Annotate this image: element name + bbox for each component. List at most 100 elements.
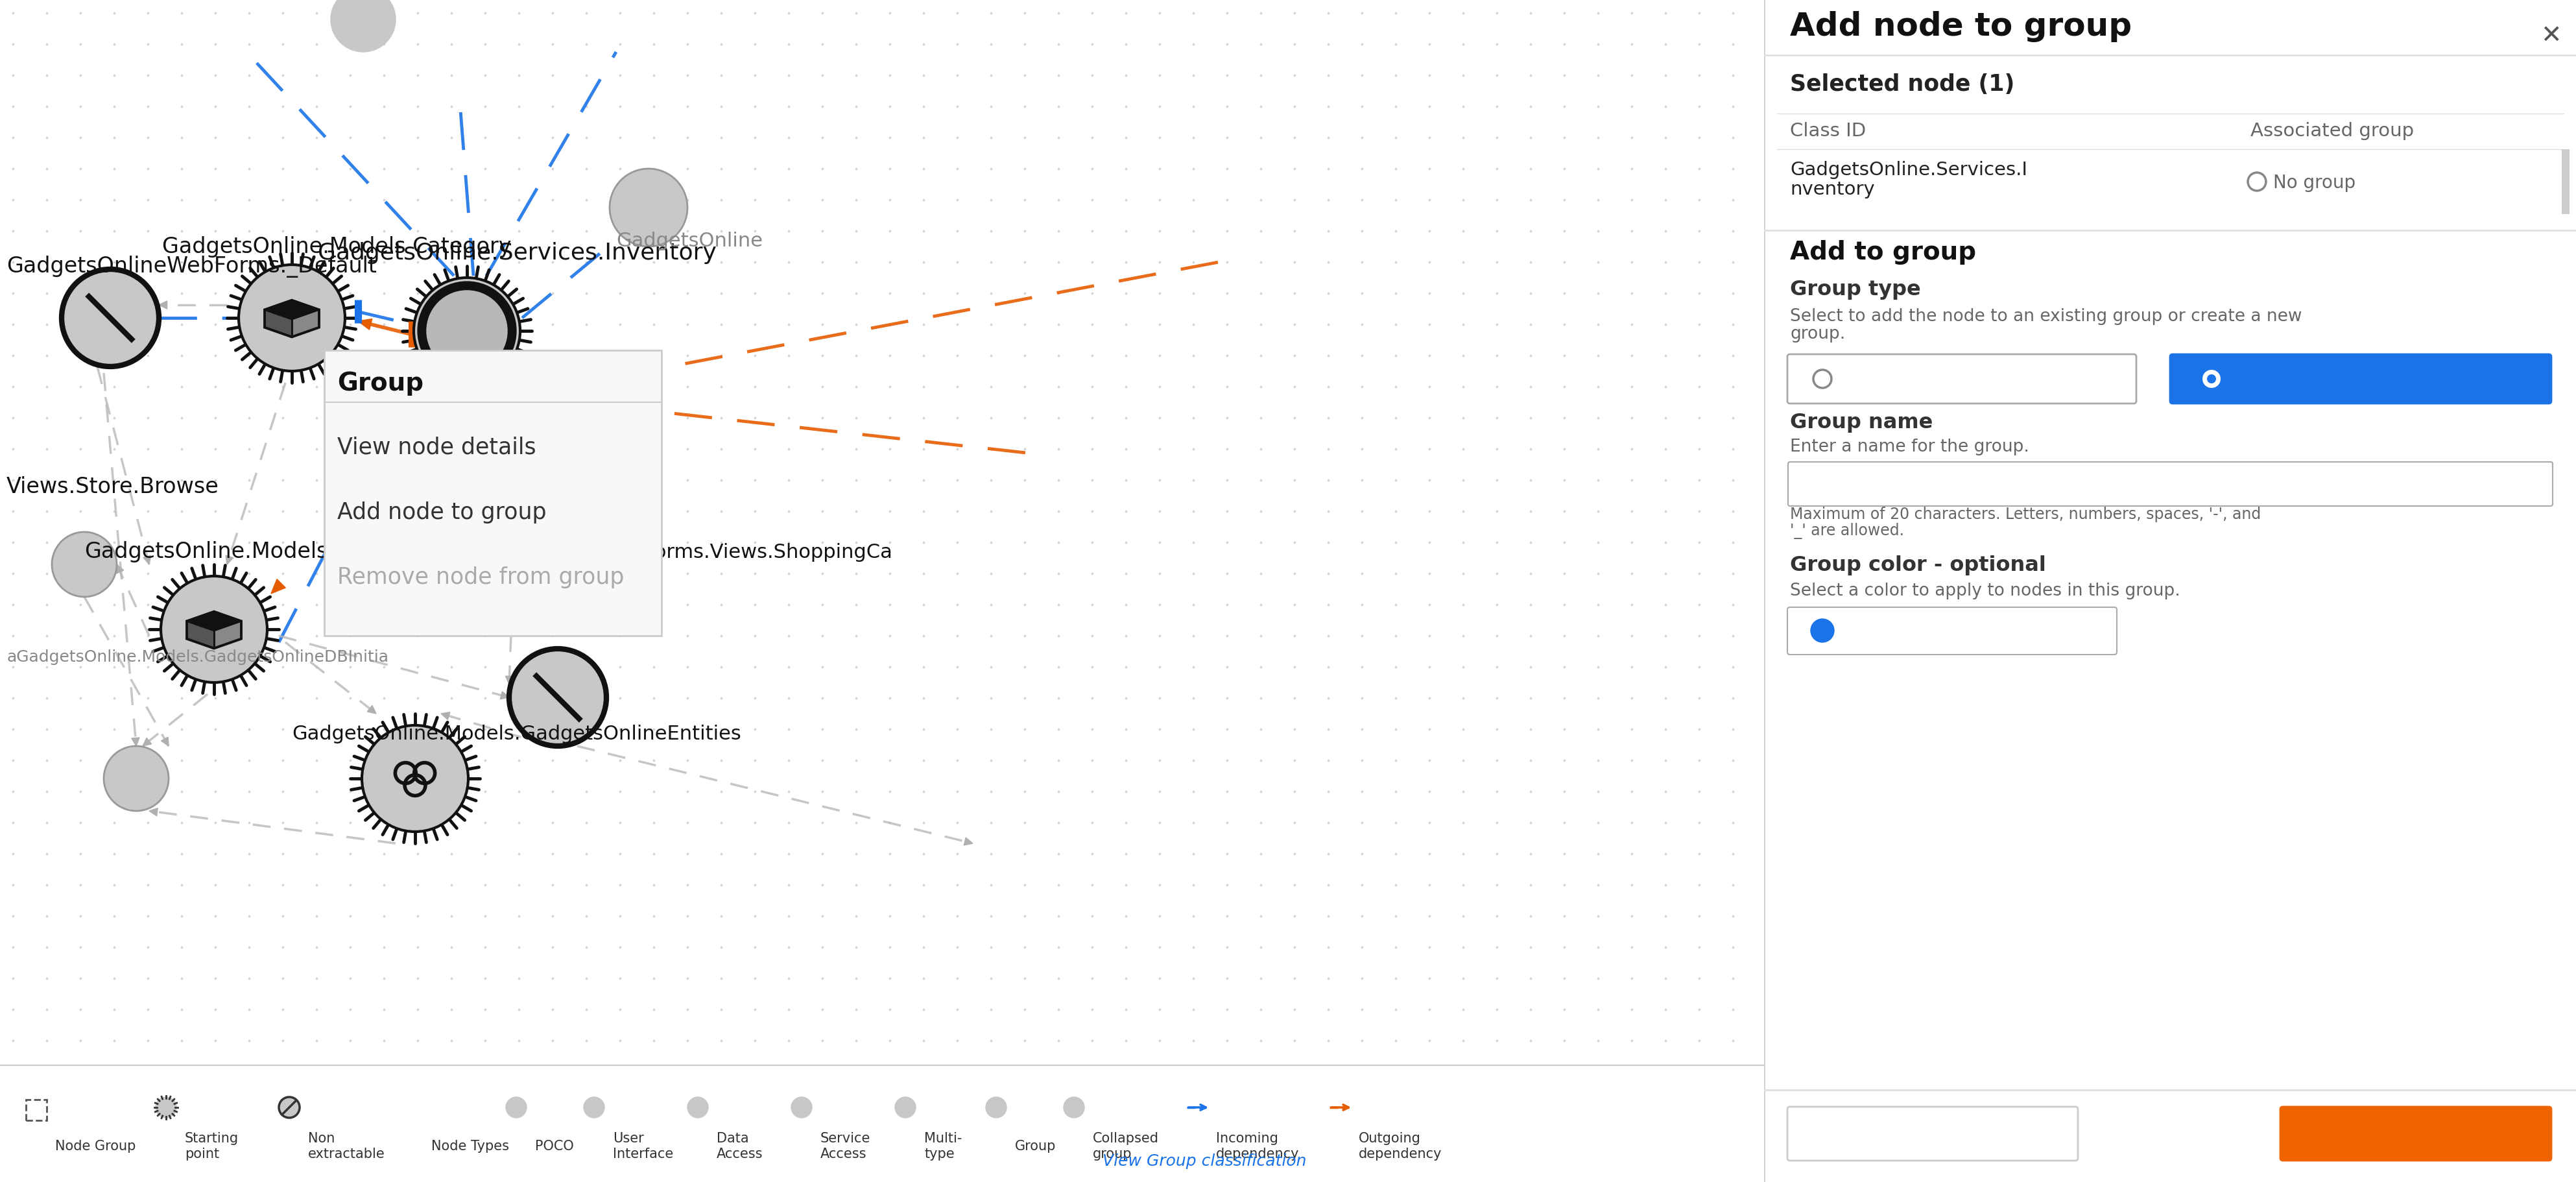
Text: Select a color to apply to nodes in this group.: Select a color to apply to nodes in this… bbox=[1790, 583, 2179, 599]
Polygon shape bbox=[291, 310, 319, 337]
Circle shape bbox=[103, 746, 167, 811]
Text: group.: group. bbox=[1790, 326, 1844, 343]
FancyBboxPatch shape bbox=[2280, 1106, 2550, 1161]
Circle shape bbox=[330, 0, 397, 52]
Polygon shape bbox=[368, 706, 376, 714]
Circle shape bbox=[2208, 375, 2215, 383]
Text: Group name: Group name bbox=[1790, 413, 1932, 433]
Text: Starting
point: Starting point bbox=[185, 1132, 240, 1161]
Circle shape bbox=[422, 286, 513, 376]
Circle shape bbox=[688, 1097, 708, 1118]
FancyBboxPatch shape bbox=[1788, 608, 2117, 655]
FancyBboxPatch shape bbox=[2169, 355, 2550, 403]
Circle shape bbox=[894, 1097, 914, 1118]
Polygon shape bbox=[162, 738, 167, 746]
Text: Remove node from group: Remove node from group bbox=[337, 566, 623, 589]
Text: Views.Store.Browse: Views.Store.Browse bbox=[8, 476, 219, 498]
Text: Select to add the node to an existing group or create a new: Select to add the node to an existing gr… bbox=[1790, 309, 2300, 325]
Polygon shape bbox=[505, 676, 513, 684]
Text: GadgetsOnline.Services.I: GadgetsOnline.Services.I bbox=[1790, 161, 2027, 178]
Text: Associated group: Associated group bbox=[2249, 122, 2414, 141]
Circle shape bbox=[160, 576, 268, 682]
Polygon shape bbox=[407, 363, 420, 376]
Circle shape bbox=[611, 169, 688, 247]
Text: ⌄: ⌄ bbox=[2071, 619, 2089, 642]
Text: GadgetsOnline.Services.Inventory: GadgetsOnline.Services.Inventory bbox=[317, 242, 716, 264]
Text: Maximum of 20 characters. Letters, numbers, spaces, '-', and: Maximum of 20 characters. Letters, numbe… bbox=[1790, 507, 2259, 522]
Polygon shape bbox=[227, 556, 234, 564]
Text: aGadgetsOnline.Models.GadgetsOnlineDBInitia: aGadgetsOnline.Models.GadgetsOnlineDBIni… bbox=[8, 649, 389, 665]
Text: Group color - optional: Group color - optional bbox=[1790, 556, 2045, 576]
Text: Non
extractable: Non extractable bbox=[309, 1132, 384, 1161]
Circle shape bbox=[240, 265, 345, 371]
Text: GadgetsOnline.Models.Product: GadgetsOnline.Models.Product bbox=[85, 541, 417, 563]
Text: Multi-
type: Multi- type bbox=[925, 1132, 961, 1161]
Circle shape bbox=[52, 532, 116, 597]
Circle shape bbox=[585, 1097, 605, 1118]
Circle shape bbox=[62, 269, 160, 366]
Polygon shape bbox=[265, 310, 291, 337]
Circle shape bbox=[510, 649, 605, 746]
Text: Service
Access: Service Access bbox=[819, 1132, 871, 1161]
Circle shape bbox=[1811, 619, 1834, 642]
Polygon shape bbox=[185, 611, 242, 631]
Text: GadgetsOnline.Models Category: GadgetsOnline.Models Category bbox=[162, 236, 510, 258]
Circle shape bbox=[987, 1097, 1007, 1118]
Polygon shape bbox=[963, 838, 974, 845]
Text: nventory: nventory bbox=[1790, 181, 1875, 199]
Circle shape bbox=[278, 1097, 299, 1118]
Circle shape bbox=[791, 1097, 811, 1118]
Text: Group: Group bbox=[337, 371, 422, 396]
Text: Add: Add bbox=[2391, 1123, 2439, 1144]
Polygon shape bbox=[358, 319, 371, 330]
Text: GadgetsOnlineWebForms.Views.ShoppingCa: GadgetsOnlineWebForms.Views.ShoppingCa bbox=[453, 543, 891, 561]
Text: GadgetsOnline: GadgetsOnline bbox=[616, 232, 762, 251]
Text: GadgetsOnlineWebForms._Default: GadgetsOnlineWebForms._Default bbox=[8, 255, 376, 278]
Text: Cancel: Cancel bbox=[1896, 1123, 1968, 1144]
Circle shape bbox=[1064, 1097, 1084, 1118]
Text: Class ID: Class ID bbox=[1790, 122, 1865, 141]
Circle shape bbox=[2202, 370, 2221, 388]
Text: Incoming
dependency: Incoming dependency bbox=[1216, 1132, 1298, 1161]
FancyBboxPatch shape bbox=[1788, 1106, 2076, 1161]
Text: Existing: Existing bbox=[1839, 371, 1919, 390]
Polygon shape bbox=[131, 738, 139, 746]
Polygon shape bbox=[142, 738, 152, 746]
Circle shape bbox=[505, 1097, 526, 1118]
Text: User
Interface: User Interface bbox=[613, 1132, 672, 1161]
Text: View node details: View node details bbox=[337, 436, 536, 459]
Text: POCO: POCO bbox=[536, 1139, 574, 1152]
Text: Selected node (1): Selected node (1) bbox=[1790, 73, 2014, 96]
Text: Group type: Group type bbox=[1790, 280, 1919, 300]
Text: Outgoing
dependency: Outgoing dependency bbox=[1358, 1132, 1443, 1161]
Text: Enter a name for the group.: Enter a name for the group. bbox=[1790, 439, 2030, 455]
Polygon shape bbox=[185, 621, 214, 649]
Text: Collapsed
group: Collapsed group bbox=[1092, 1132, 1159, 1161]
Polygon shape bbox=[433, 382, 443, 396]
Polygon shape bbox=[270, 579, 286, 593]
Text: Node Types: Node Types bbox=[430, 1139, 510, 1152]
Circle shape bbox=[155, 1097, 175, 1118]
Polygon shape bbox=[144, 556, 152, 564]
Text: GadgetsOnline.Models.GadgetsOnlineEntities: GadgetsOnline.Models.GadgetsOnlineEntiti… bbox=[291, 725, 742, 743]
Text: '_' are allowed.: '_' are allowed. bbox=[1790, 522, 1904, 539]
Text: ✕: ✕ bbox=[2540, 24, 2561, 48]
FancyBboxPatch shape bbox=[1788, 355, 2136, 403]
Text: Create new: Create new bbox=[2228, 371, 2342, 390]
Polygon shape bbox=[265, 300, 319, 319]
Text: Inventory Group: Inventory Group bbox=[1801, 474, 1963, 493]
Polygon shape bbox=[149, 808, 157, 816]
Text: No group: No group bbox=[2272, 174, 2354, 191]
Polygon shape bbox=[474, 387, 484, 401]
Circle shape bbox=[415, 278, 520, 384]
Text: Add node to group: Add node to group bbox=[337, 501, 546, 524]
Text: Node Group: Node Group bbox=[54, 1139, 137, 1152]
Text: Add to group: Add to group bbox=[1790, 240, 1976, 265]
Text: Data
Access: Data Access bbox=[716, 1132, 762, 1161]
Text: View Group classification: View Group classification bbox=[1103, 1154, 1306, 1169]
Polygon shape bbox=[214, 621, 242, 649]
Circle shape bbox=[361, 726, 469, 832]
Polygon shape bbox=[160, 301, 167, 309]
FancyBboxPatch shape bbox=[1788, 462, 2553, 506]
Text: Group: Group bbox=[1015, 1139, 1056, 1152]
